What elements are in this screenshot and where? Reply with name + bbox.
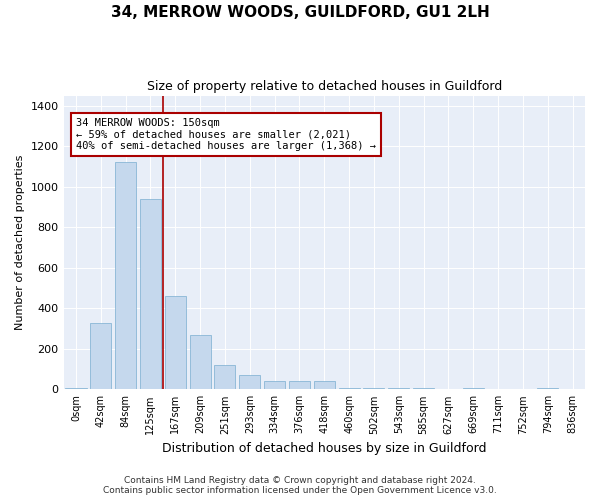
Bar — [190, 334, 211, 390]
Bar — [364, 388, 385, 390]
Bar — [264, 381, 285, 390]
Y-axis label: Number of detached properties: Number of detached properties — [15, 154, 25, 330]
Bar — [413, 388, 434, 390]
Bar — [338, 388, 359, 390]
Bar — [537, 388, 559, 390]
Bar — [463, 388, 484, 390]
Bar — [289, 381, 310, 390]
Bar — [214, 365, 235, 390]
Bar — [65, 388, 86, 390]
Bar — [90, 324, 112, 390]
Bar — [140, 199, 161, 390]
Text: Contains HM Land Registry data © Crown copyright and database right 2024.
Contai: Contains HM Land Registry data © Crown c… — [103, 476, 497, 495]
Bar — [239, 375, 260, 390]
Bar — [314, 381, 335, 390]
Bar — [388, 388, 409, 390]
Bar — [165, 296, 186, 390]
Bar — [115, 162, 136, 390]
Title: Size of property relative to detached houses in Guildford: Size of property relative to detached ho… — [146, 80, 502, 93]
Text: 34 MERROW WOODS: 150sqm
← 59% of detached houses are smaller (2,021)
40% of semi: 34 MERROW WOODS: 150sqm ← 59% of detache… — [76, 118, 376, 151]
Text: 34, MERROW WOODS, GUILDFORD, GU1 2LH: 34, MERROW WOODS, GUILDFORD, GU1 2LH — [110, 5, 490, 20]
X-axis label: Distribution of detached houses by size in Guildford: Distribution of detached houses by size … — [162, 442, 487, 455]
